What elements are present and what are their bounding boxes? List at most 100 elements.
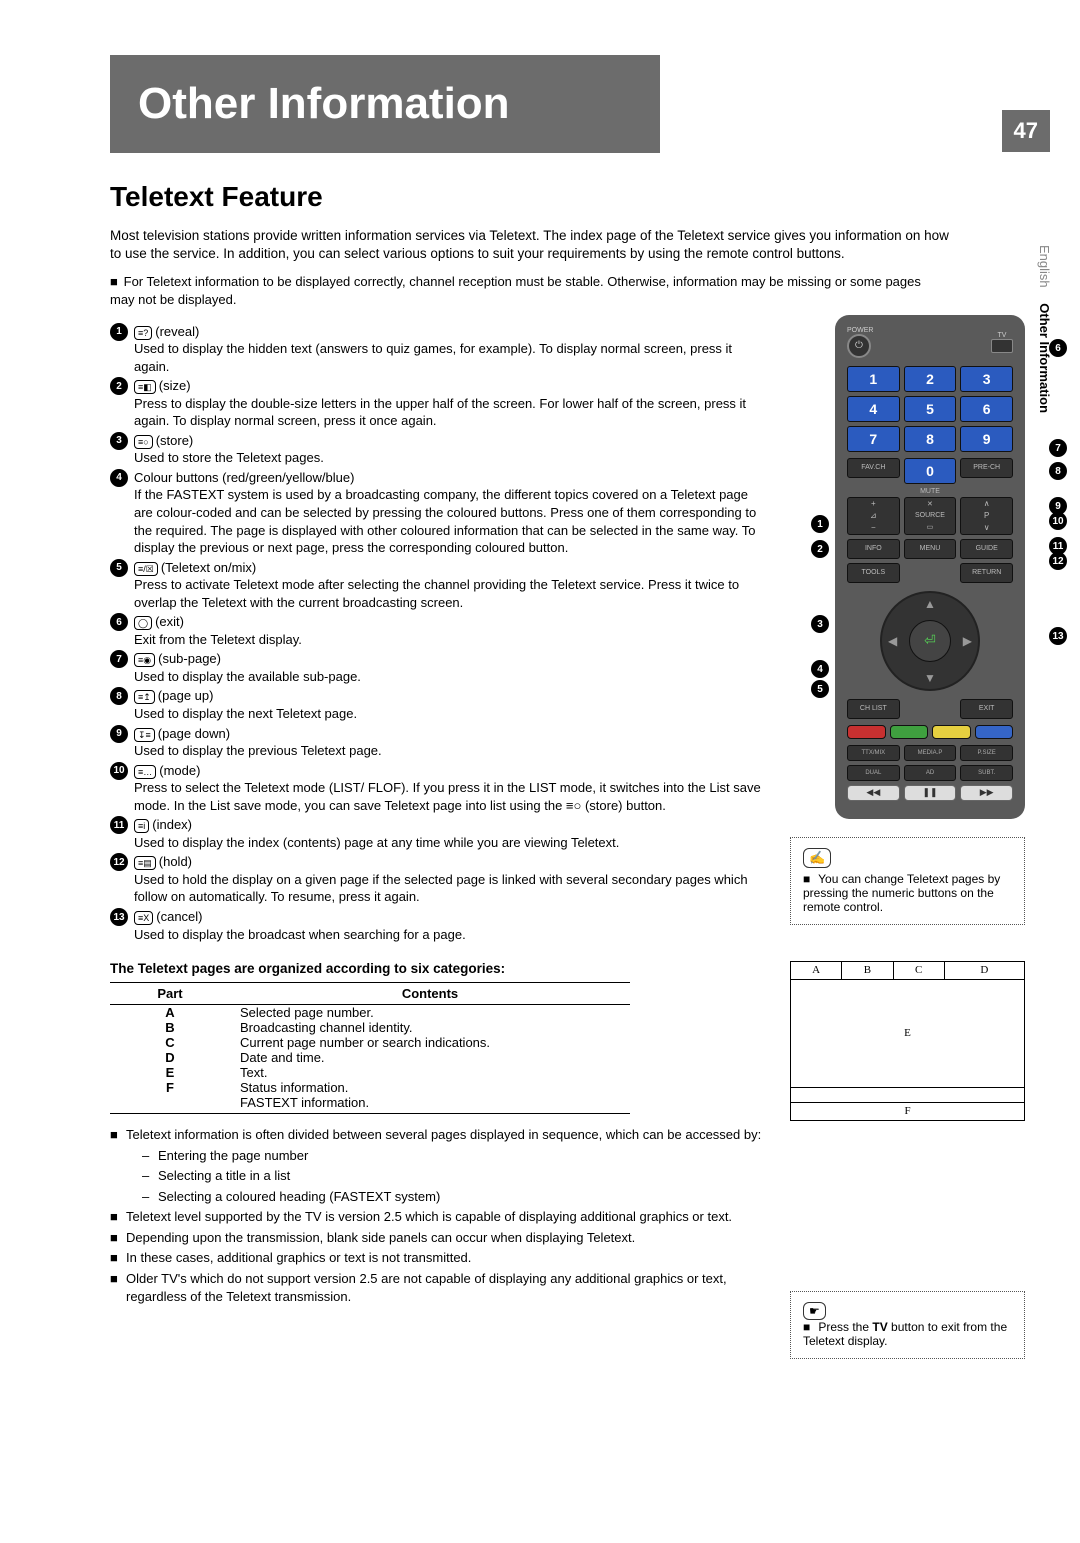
item-label: Colour buttons (red/green/yellow/blue) <box>134 470 354 485</box>
item-number-badge: 5 <box>110 559 128 577</box>
rew-button[interactable]: ◀◀ <box>847 785 900 801</box>
guide-button[interactable]: GUIDE <box>960 539 1013 559</box>
cell-part: E <box>110 1065 230 1080</box>
ad-button[interactable]: AD <box>904 765 957 781</box>
diag-a: A <box>791 962 842 979</box>
key-icon: ≡○ <box>134 435 153 449</box>
num3-button[interactable]: 3 <box>960 366 1013 392</box>
dual-button[interactable]: DUAL <box>847 765 900 781</box>
subt-button[interactable]: SUBT. <box>960 765 1013 781</box>
color-button[interactable] <box>890 725 929 739</box>
note-sub-bullet: –Entering the page number <box>142 1147 770 1165</box>
callout-badge: 6 <box>1049 339 1067 357</box>
ff-button[interactable]: ▶▶ <box>960 785 1013 801</box>
list-item: 12≡▤(hold)Used to hold the display on a … <box>110 853 770 906</box>
item-number-badge: 3 <box>110 432 128 450</box>
color-button[interactable] <box>932 725 971 739</box>
enter-button[interactable]: ⏎ <box>909 620 951 662</box>
callout-badge: 5 <box>811 680 829 698</box>
source-button[interactable]: ✕SOURCE▭ <box>904 497 957 535</box>
num5-button[interactable]: 5 <box>904 396 957 422</box>
num6-button[interactable]: 6 <box>960 396 1013 422</box>
item-number-badge: 8 <box>110 687 128 705</box>
key-icon: ≡X <box>134 911 153 925</box>
key-icon: ≡◧ <box>134 380 156 394</box>
page-number: 47 <box>1002 110 1050 152</box>
media-button[interactable]: MEDIA.P <box>904 745 957 761</box>
item-label: (Teletext on/mix) <box>161 560 256 575</box>
tv-button[interactable] <box>991 339 1013 353</box>
table-row: BBroadcasting channel identity. <box>110 1020 630 1035</box>
num8-button[interactable]: 8 <box>904 426 957 452</box>
item-number-badge: 11 <box>110 816 128 834</box>
item-label: (page up) <box>158 688 214 703</box>
item-desc: Exit from the Teletext display. <box>134 631 770 649</box>
callout-badge: 12 <box>1049 552 1067 570</box>
return-button[interactable]: RETURN <box>960 563 1013 583</box>
menu-button[interactable]: MENU <box>904 539 957 559</box>
num9-button[interactable]: 9 <box>960 426 1013 452</box>
power-label: POWER <box>847 327 873 334</box>
key-icon: ≡▤ <box>134 856 156 870</box>
cell-content: Broadcasting channel identity. <box>230 1020 630 1035</box>
vol-rocker[interactable]: +⊿− <box>847 497 900 535</box>
item-number-badge: 1 <box>110 323 128 341</box>
callout-badge: 3 <box>811 615 829 633</box>
notebox2-text: Press the TV button to exit from the Tel… <box>803 1320 1007 1348</box>
item-desc: Used to display the next Teletext page. <box>134 705 770 723</box>
prech-button[interactable]: PRE-CH <box>960 458 1013 478</box>
categories-heading: The Teletext pages are organized accordi… <box>110 961 770 976</box>
hand-icon: ☛ <box>803 1302 826 1320</box>
key-icon: ≡? <box>134 326 152 340</box>
main-note-text: For Teletext information to be displayed… <box>110 274 921 307</box>
diag-b: B <box>842 962 893 979</box>
teletext-layout-diagram: A B C D E F <box>790 961 1025 1121</box>
cell-part <box>110 1095 230 1114</box>
main-note: ■ For Teletext information to be display… <box>110 273 930 308</box>
chlist-button[interactable]: CH LIST <box>847 699 900 719</box>
nav-ring[interactable]: ⏎ ▲ ▼ ◀ ▶ <box>880 591 980 691</box>
cell-part: C <box>110 1035 230 1050</box>
item-desc: Used to store the Teletext pages. <box>134 449 770 467</box>
cell-content: Date and time. <box>230 1050 630 1065</box>
num1-button[interactable]: 1 <box>847 366 900 392</box>
item-number-badge: 12 <box>110 853 128 871</box>
num2-button[interactable]: 2 <box>904 366 957 392</box>
list-item: 13≡X(cancel)Used to display the broadcas… <box>110 908 770 943</box>
ttx-button[interactable]: TTX/MIX <box>847 745 900 761</box>
item-label: (mode) <box>159 763 200 778</box>
color-button[interactable] <box>847 725 886 739</box>
list-item: 3≡○(store)Used to store the Teletext pag… <box>110 432 770 467</box>
note-bullet: ■Teletext information is often divided b… <box>110 1126 770 1144</box>
key-icon: ≡/☒ <box>134 562 158 576</box>
cell-content: Current page number or search indication… <box>230 1035 630 1050</box>
power-button[interactable]: ⏻ <box>847 334 871 358</box>
item-desc: If the FASTEXT system is used by a broad… <box>134 486 770 556</box>
color-button[interactable] <box>975 725 1014 739</box>
exit-button[interactable]: EXIT <box>960 699 1013 719</box>
key-icon: ≡… <box>134 765 156 779</box>
psize-button[interactable]: P.SIZE <box>960 745 1013 761</box>
ch-rocker[interactable]: ∧P∨ <box>960 497 1013 535</box>
cell-part: A <box>110 1005 230 1021</box>
categories-table: Part Contents ASelected page number.BBro… <box>110 982 630 1114</box>
info-button[interactable]: INFO <box>847 539 900 559</box>
callout-badge: 13 <box>1049 627 1067 645</box>
remote-control: 12345 678910111213 POWER ⏻ TV 123456789 … <box>835 315 1025 819</box>
favch-button[interactable]: FAV.CH <box>847 458 900 478</box>
num4-button[interactable]: 4 <box>847 396 900 422</box>
item-number-badge: 4 <box>110 469 128 487</box>
pause-button[interactable]: ❚❚ <box>904 785 957 801</box>
item-desc: Used to display the index (contents) pag… <box>134 834 770 852</box>
tv-label: TV <box>991 332 1013 339</box>
page-title: Other Information <box>110 55 660 153</box>
mute-label: MUTE <box>847 488 1013 495</box>
num7-button[interactable]: 7 <box>847 426 900 452</box>
item-number-badge: 10 <box>110 762 128 780</box>
tools-button[interactable]: TOOLS <box>847 563 900 583</box>
item-desc: Press to select the Teletext mode (LIST/… <box>134 779 770 814</box>
num0-button[interactable]: 0 <box>904 458 957 484</box>
after-notes: ■Teletext information is often divided b… <box>110 1126 770 1305</box>
list-item: 1≡?(reveal)Used to display the hidden te… <box>110 323 770 376</box>
list-item: 11≡i(index)Used to display the index (co… <box>110 816 770 851</box>
